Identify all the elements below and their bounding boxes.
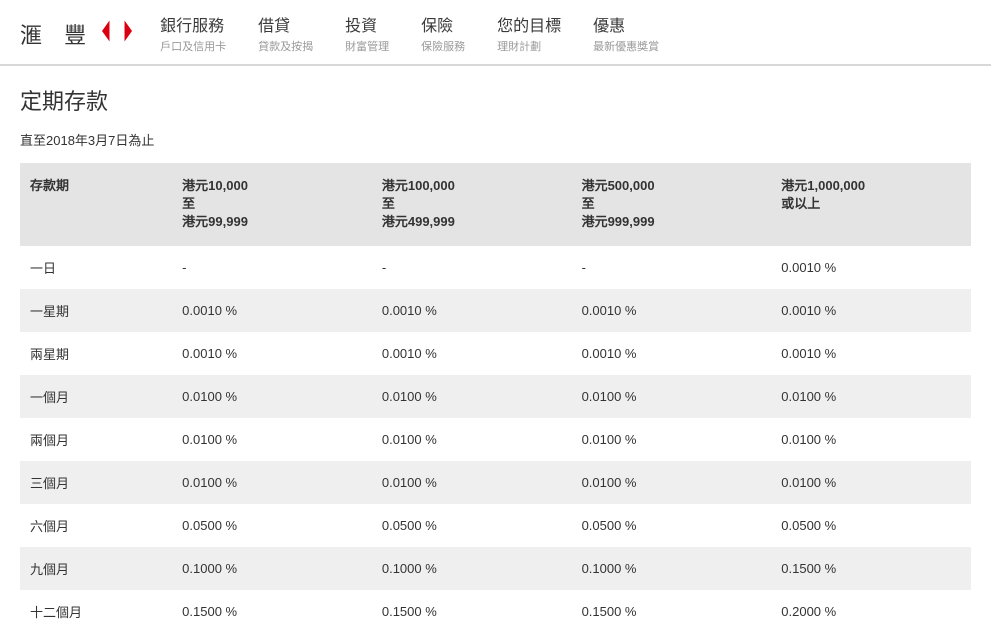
cell-rate: 0.0100 %	[372, 461, 572, 504]
table-header-row: 存款期 港元10,000 至 港元99,999 港元100,000 至 港元49…	[20, 163, 971, 246]
col-tier-1: 港元10,000 至 港元99,999	[172, 163, 372, 246]
cell-rate: 0.1500 %	[771, 547, 971, 590]
table-row: 兩個月0.0100 %0.0100 %0.0100 %0.0100 %	[20, 418, 971, 461]
page-title: 定期存款	[20, 84, 971, 116]
table-row: 兩星期0.0010 %0.0010 %0.0010 %0.0010 %	[20, 332, 971, 375]
table-row: 一日---0.0010 %	[20, 246, 971, 289]
cell-rate: 0.1000 %	[572, 547, 772, 590]
cell-rate: 0.0100 %	[172, 461, 372, 504]
nav-item-borrowing[interactable]: 借貸 貸款及按揭	[258, 12, 313, 54]
nav-subtitle: 最新優惠獎賞	[593, 38, 659, 54]
col-tier-3: 港元500,000 至 港元999,999	[572, 163, 772, 246]
table-row: 一星期0.0010 %0.0010 %0.0010 %0.0010 %	[20, 289, 971, 332]
cell-rate: 0.0100 %	[172, 418, 372, 461]
rates-table: 存款期 港元10,000 至 港元99,999 港元100,000 至 港元49…	[20, 163, 971, 633]
cell-rate: 0.0100 %	[771, 461, 971, 504]
nav-title: 保險	[421, 12, 465, 36]
page-content: 定期存款 直至2018年3月7日為止 存款期 港元10,000 至 港元99,9…	[0, 66, 991, 633]
cell-rate: 0.0100 %	[372, 418, 572, 461]
cell-period: 三個月	[20, 461, 172, 504]
cell-rate: 0.0010 %	[572, 332, 772, 375]
main-header: 滙 豐 銀行服務 戶口及信用卡 借貸 貸款及按揭 投資 財富管理 保險 保險服務…	[0, 0, 991, 66]
nav-subtitle: 保險服務	[421, 38, 465, 54]
cell-rate: -	[172, 246, 372, 289]
nav-subtitle: 戶口及信用卡	[160, 38, 226, 54]
nav-title: 您的目標	[497, 12, 561, 36]
cell-rate: 0.0100 %	[771, 418, 971, 461]
cell-rate: 0.0010 %	[771, 246, 971, 289]
col-tier-4: 港元1,000,000 或以上	[771, 163, 971, 246]
cell-rate: 0.0010 %	[572, 289, 772, 332]
cell-rate: 0.1500 %	[372, 590, 572, 633]
col-tier-2: 港元100,000 至 港元499,999	[372, 163, 572, 246]
page-subtitle: 直至2018年3月7日為止	[20, 130, 971, 149]
table-row: 六個月0.0500 %0.0500 %0.0500 %0.0500 %	[20, 504, 971, 547]
cell-rate: 0.0500 %	[572, 504, 772, 547]
cell-rate: 0.2000 %	[771, 590, 971, 633]
nav-item-offers[interactable]: 優惠 最新優惠獎賞	[593, 12, 659, 54]
cell-rate: 0.1500 %	[172, 590, 372, 633]
cell-rate: -	[572, 246, 772, 289]
table-row: 一個月0.0100 %0.0100 %0.0100 %0.0100 %	[20, 375, 971, 418]
cell-rate: 0.0010 %	[172, 332, 372, 375]
cell-period: 九個月	[20, 547, 172, 590]
cell-period: 一星期	[20, 289, 172, 332]
cell-rate: 0.0500 %	[771, 504, 971, 547]
nav-item-investment[interactable]: 投資 財富管理	[345, 12, 389, 54]
cell-period: 兩個月	[20, 418, 172, 461]
cell-rate: -	[372, 246, 572, 289]
table-row: 三個月0.0100 %0.0100 %0.0100 %0.0100 %	[20, 461, 971, 504]
nav-item-insurance[interactable]: 保險 保險服務	[421, 12, 465, 54]
cell-rate: 0.1000 %	[372, 547, 572, 590]
cell-rate: 0.0010 %	[771, 289, 971, 332]
cell-period: 六個月	[20, 504, 172, 547]
hexagon-icon	[102, 16, 132, 51]
cell-rate: 0.1500 %	[572, 590, 772, 633]
cell-rate: 0.1000 %	[172, 547, 372, 590]
table-row: 十二個月0.1500 %0.1500 %0.1500 %0.2000 %	[20, 590, 971, 633]
cell-period: 兩星期	[20, 332, 172, 375]
main-nav: 銀行服務 戶口及信用卡 借貸 貸款及按揭 投資 財富管理 保險 保險服務 您的目…	[160, 12, 659, 54]
nav-subtitle: 理財計劃	[497, 38, 561, 54]
cell-rate: 0.0100 %	[572, 418, 772, 461]
brand-name: 滙 豐	[20, 18, 94, 50]
cell-period: 一個月	[20, 375, 172, 418]
cell-rate: 0.0500 %	[372, 504, 572, 547]
cell-rate: 0.0010 %	[172, 289, 372, 332]
cell-rate: 0.0010 %	[372, 332, 572, 375]
cell-rate: 0.0100 %	[172, 375, 372, 418]
nav-title: 銀行服務	[160, 12, 226, 36]
cell-rate: 0.0100 %	[771, 375, 971, 418]
table-row: 九個月0.1000 %0.1000 %0.1000 %0.1500 %	[20, 547, 971, 590]
cell-rate: 0.0010 %	[372, 289, 572, 332]
cell-period: 一日	[20, 246, 172, 289]
cell-rate: 0.0010 %	[771, 332, 971, 375]
nav-item-banking[interactable]: 銀行服務 戶口及信用卡	[160, 12, 226, 54]
nav-subtitle: 貸款及按揭	[258, 38, 313, 54]
cell-period: 十二個月	[20, 590, 172, 633]
nav-subtitle: 財富管理	[345, 38, 389, 54]
cell-rate: 0.0500 %	[172, 504, 372, 547]
cell-rate: 0.0100 %	[572, 375, 772, 418]
nav-title: 投資	[345, 12, 389, 36]
cell-rate: 0.0100 %	[372, 375, 572, 418]
nav-title: 優惠	[593, 12, 659, 36]
cell-rate: 0.0100 %	[572, 461, 772, 504]
brand-logo[interactable]: 滙 豐	[20, 12, 132, 51]
nav-title: 借貸	[258, 12, 313, 36]
col-period: 存款期	[20, 163, 172, 246]
nav-item-goals[interactable]: 您的目標 理財計劃	[497, 12, 561, 54]
